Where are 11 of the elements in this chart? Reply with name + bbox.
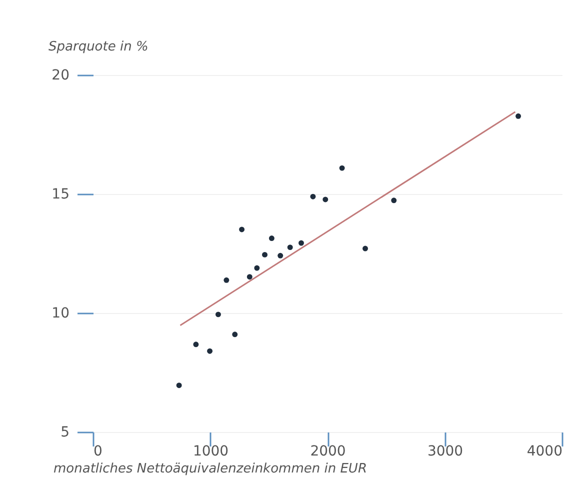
- x-tick-label: 0: [94, 444, 102, 460]
- y-tick-label: 15: [52, 186, 70, 202]
- x-tick-label: 1000: [192, 444, 229, 460]
- y-tick-label: 20: [52, 68, 70, 84]
- x-tick-label: 2000: [310, 444, 346, 460]
- x-axis-title: monatliches Nettoäquivalenzeinkommen in EUR: [54, 462, 367, 476]
- y-tick-label: 5: [60, 424, 70, 440]
- y-axis-title: Sparquote in %: [48, 40, 148, 54]
- y-tick-label: 10: [52, 306, 70, 322]
- x-tick-label: 3000: [427, 444, 464, 460]
- x-tick-label: 4000: [526, 444, 562, 460]
